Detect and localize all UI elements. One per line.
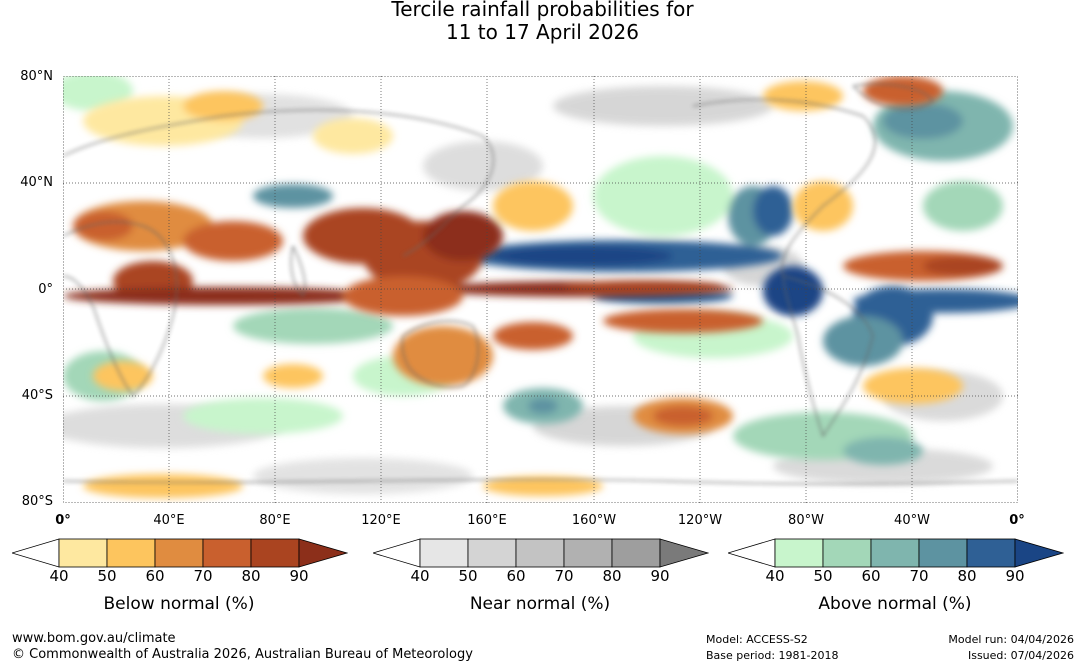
colorbar-seg <box>515 538 565 568</box>
colorbar-seg <box>154 538 204 568</box>
lon-label-120w: 120°W <box>677 513 723 528</box>
graticule <box>63 76 1018 503</box>
colorbar-below-normal <box>12 538 348 568</box>
lon-label-80w: 80°W <box>788 513 824 528</box>
colorbar-seg <box>373 538 421 568</box>
legend-tick: 80 <box>241 567 261 585</box>
legend-title-below-normal: Below normal (%) <box>103 594 255 614</box>
lon-label-40e: 40°E <box>153 513 185 528</box>
legend-tick: 90 <box>650 567 670 585</box>
colorbar-above-normal <box>728 538 1064 568</box>
colorbar-seg <box>563 538 613 568</box>
colorbar-seg <box>467 538 517 568</box>
map-frame <box>63 76 1018 503</box>
legend-tick: 50 <box>813 567 833 585</box>
colorbar-seg <box>870 538 920 568</box>
legend-tick: 70 <box>193 567 213 585</box>
title-line-1: Tercile rainfall probabilities for <box>391 0 694 21</box>
colorbar-seg <box>822 538 872 568</box>
legend-tick: 60 <box>861 567 881 585</box>
lon-label-0-west: 0° <box>55 513 71 528</box>
colorbar-seg <box>106 538 156 568</box>
model-name: Model: ACCESS-S2 <box>706 633 808 646</box>
lon-label-0-east: 0° <box>1009 513 1025 528</box>
colorbar-seg <box>966 538 1016 568</box>
legend-tick: 60 <box>506 567 526 585</box>
lat-label-40s: 40°S <box>21 388 53 403</box>
colorbar-seg <box>774 538 824 568</box>
lat-label-80n: 80°N <box>20 69 53 84</box>
colorbar-seg <box>611 538 661 568</box>
legend-tick: 60 <box>145 567 165 585</box>
colorbar-near-normal <box>373 538 709 568</box>
coastlines <box>63 83 1018 485</box>
legend-title-near-normal: Near normal (%) <box>469 594 611 614</box>
legend-tick: 70 <box>554 567 574 585</box>
below-normal-regions <box>63 76 1003 498</box>
model-run-date: Model run: 04/04/2026 <box>948 633 1074 646</box>
legend-tick: 50 <box>97 567 117 585</box>
colorbar-seg <box>250 538 300 568</box>
above-normal-regions <box>63 76 1018 465</box>
colorbar-seg <box>918 538 968 568</box>
lon-label-40w: 40°W <box>894 513 930 528</box>
colorbar-seg <box>58 538 108 568</box>
legend-tick: 90 <box>289 567 309 585</box>
colorbar-seg <box>202 538 252 568</box>
legend-tick: 40 <box>49 567 69 585</box>
title-line-2: 11 to 17 April 2026 <box>445 20 640 44</box>
map-canvas <box>63 76 1018 503</box>
base-period: Base period: 1981-2018 <box>706 649 839 662</box>
lat-label-0: 0° <box>38 282 53 297</box>
colorbar-seg <box>1014 538 1064 568</box>
colorbar-seg <box>298 538 348 568</box>
legend-tick: 80 <box>602 567 622 585</box>
colorbar-seg <box>12 538 60 568</box>
legend-tick: 40 <box>410 567 430 585</box>
issued-date: Issued: 07/04/2026 <box>967 649 1074 662</box>
legend-tick: 90 <box>1005 567 1025 585</box>
colorbar-seg <box>728 538 776 568</box>
lat-label-40n: 40°N <box>20 175 53 190</box>
colorbar-seg <box>419 538 469 568</box>
legend-title-above-normal: Above normal (%) <box>818 594 972 614</box>
website-link[interactable]: www.bom.gov.au/climate <box>12 631 176 646</box>
lon-label-80e: 80°E <box>259 513 291 528</box>
lon-label-160w: 160°W <box>571 513 617 528</box>
lon-label-120e: 120°E <box>361 513 401 528</box>
map-title: Tercile rainfall probabilities for 11 to… <box>0 0 1085 44</box>
lat-label-80s: 80°S <box>21 494 53 509</box>
colorbar-seg <box>659 538 709 568</box>
lon-label-160e: 160°E <box>467 513 507 528</box>
legend-below-normal: 40 50 60 70 80 90 Below normal (%) <box>12 538 348 618</box>
legend-tick: 50 <box>458 567 478 585</box>
legend-above-normal: 40 50 60 70 80 90 Above normal (%) <box>728 538 1064 618</box>
legend-tick: 80 <box>957 567 977 585</box>
legend-tick: 40 <box>765 567 785 585</box>
rainfall-probability-map <box>63 76 1018 503</box>
copyright-notice: © Commonwealth of Australia 2026, Austra… <box>12 647 473 662</box>
legend-tick: 70 <box>909 567 929 585</box>
legend-near-normal: 40 50 60 70 80 90 Near normal (%) <box>373 538 709 618</box>
